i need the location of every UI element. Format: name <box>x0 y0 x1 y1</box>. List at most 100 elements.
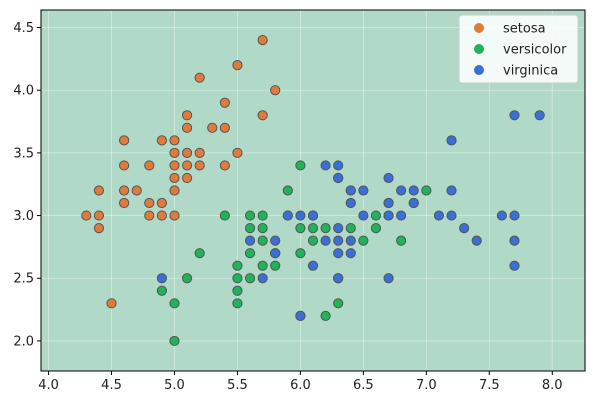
data-point-setosa <box>194 72 205 83</box>
x-tick-label: 5.0 <box>164 378 185 393</box>
data-point-virginica <box>333 160 344 171</box>
data-point-setosa <box>93 210 105 221</box>
data-point-versicolor <box>295 160 306 171</box>
data-point-virginica <box>244 235 256 246</box>
data-point-setosa <box>156 197 167 209</box>
data-point-versicolor <box>169 335 180 347</box>
data-point-versicolor <box>232 298 243 309</box>
data-point-setosa <box>194 147 205 158</box>
data-point-virginica <box>534 110 545 121</box>
data-point-virginica <box>345 185 356 196</box>
data-point-setosa <box>219 97 230 108</box>
data-point-setosa <box>219 122 230 133</box>
data-point-setosa <box>169 210 180 221</box>
data-point-setosa <box>156 210 167 221</box>
data-point-virginica <box>270 235 281 246</box>
data-point-virginica <box>509 110 520 121</box>
data-point-virginica <box>408 185 419 196</box>
data-point-versicolor <box>232 260 243 271</box>
legend-box <box>458 14 579 84</box>
data-point-virginica <box>496 210 507 221</box>
data-point-virginica <box>383 210 394 221</box>
data-point-setosa <box>257 34 268 46</box>
y-tick-label: 3.5 <box>13 146 34 161</box>
data-point-virginica <box>383 172 394 184</box>
x-tick-label: 7.0 <box>416 378 437 393</box>
data-point-setosa <box>106 298 117 309</box>
data-point-virginica <box>509 235 520 246</box>
data-point-virginica <box>471 235 482 246</box>
legend-label-versicolor: versicolor <box>503 43 567 58</box>
data-point-versicolor <box>396 235 407 246</box>
data-point-setosa <box>93 185 105 196</box>
data-point-virginica <box>156 273 167 284</box>
data-point-setosa <box>219 160 230 171</box>
data-point-virginica <box>345 248 356 259</box>
data-point-virginica <box>257 273 268 284</box>
legend: setosa versicolor virginica <box>458 14 579 84</box>
data-point-versicolor <box>244 223 256 234</box>
data-point-setosa <box>181 122 193 133</box>
data-point-virginica <box>383 197 394 209</box>
legend-marker-versicolor <box>474 44 484 54</box>
y-tick-label: 4.5 <box>13 21 34 36</box>
data-point-versicolor <box>270 260 281 271</box>
legend-label-virginica: virginica <box>503 64 558 79</box>
data-point-setosa <box>119 135 130 146</box>
data-point-virginica <box>333 273 344 284</box>
y-tick-label: 2.5 <box>13 272 34 287</box>
data-point-versicolor <box>244 248 256 259</box>
data-point-versicolor <box>307 223 319 234</box>
data-point-versicolor <box>194 248 205 259</box>
x-tick-label: 7.5 <box>479 378 500 393</box>
data-point-setosa <box>232 60 243 71</box>
data-point-virginica <box>358 210 369 221</box>
data-point-setosa <box>181 147 193 158</box>
data-point-setosa <box>131 185 142 196</box>
data-point-versicolor <box>295 248 306 259</box>
data-point-virginica <box>345 235 356 246</box>
data-point-versicolor <box>320 310 331 321</box>
data-point-virginica <box>320 235 331 246</box>
data-point-setosa <box>81 210 92 221</box>
x-tick-label: 4.0 <box>38 378 59 393</box>
data-point-setosa <box>169 135 180 146</box>
data-point-virginica <box>307 210 319 221</box>
data-point-virginica <box>358 185 369 196</box>
data-point-virginica <box>333 223 344 234</box>
data-point-versicolor <box>257 210 268 221</box>
data-point-setosa <box>144 197 155 209</box>
y-tick-label: 3.0 <box>13 209 34 224</box>
x-tick-label: 4.5 <box>101 378 122 393</box>
data-point-virginica <box>333 248 344 259</box>
data-point-virginica <box>446 135 457 146</box>
data-point-virginica <box>509 210 520 221</box>
data-point-versicolor <box>320 223 331 234</box>
data-point-versicolor <box>181 273 193 284</box>
data-point-virginica <box>509 260 520 271</box>
data-point-versicolor <box>345 223 356 234</box>
data-point-virginica <box>459 223 470 234</box>
data-point-setosa <box>119 160 130 171</box>
data-point-versicolor <box>156 285 167 296</box>
y-tick-label: 2.0 <box>13 334 34 349</box>
x-tick-label: 8.0 <box>542 378 563 393</box>
data-point-virginica <box>446 185 457 196</box>
data-point-setosa <box>144 160 155 171</box>
data-point-versicolor <box>232 285 243 296</box>
plot-frame <box>40 9 586 372</box>
data-point-setosa <box>194 160 205 171</box>
data-point-virginica <box>333 172 344 184</box>
data-point-versicolor <box>232 273 243 284</box>
data-point-versicolor <box>358 235 369 246</box>
data-point-virginica <box>333 235 344 246</box>
data-point-virginica <box>307 260 319 271</box>
data-point-versicolor <box>244 210 256 221</box>
data-point-virginica <box>345 197 356 209</box>
data-point-versicolor <box>370 210 382 221</box>
legend-label-setosa: setosa <box>503 22 546 37</box>
data-point-versicolor <box>244 273 256 284</box>
data-point-setosa <box>93 223 105 234</box>
data-point-virginica <box>383 273 394 284</box>
